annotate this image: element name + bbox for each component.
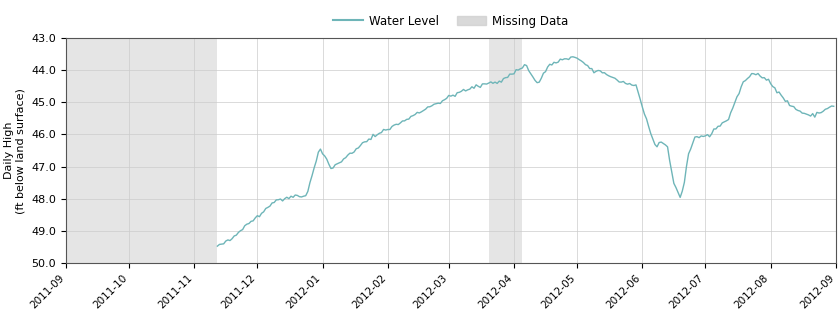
- Y-axis label: Daily High
(ft below land surface): Daily High (ft below land surface): [4, 88, 26, 214]
- Bar: [489, 38, 522, 263]
- Bar: [66, 38, 218, 263]
- Legend: Water Level, Missing Data: Water Level, Missing Data: [328, 10, 573, 32]
